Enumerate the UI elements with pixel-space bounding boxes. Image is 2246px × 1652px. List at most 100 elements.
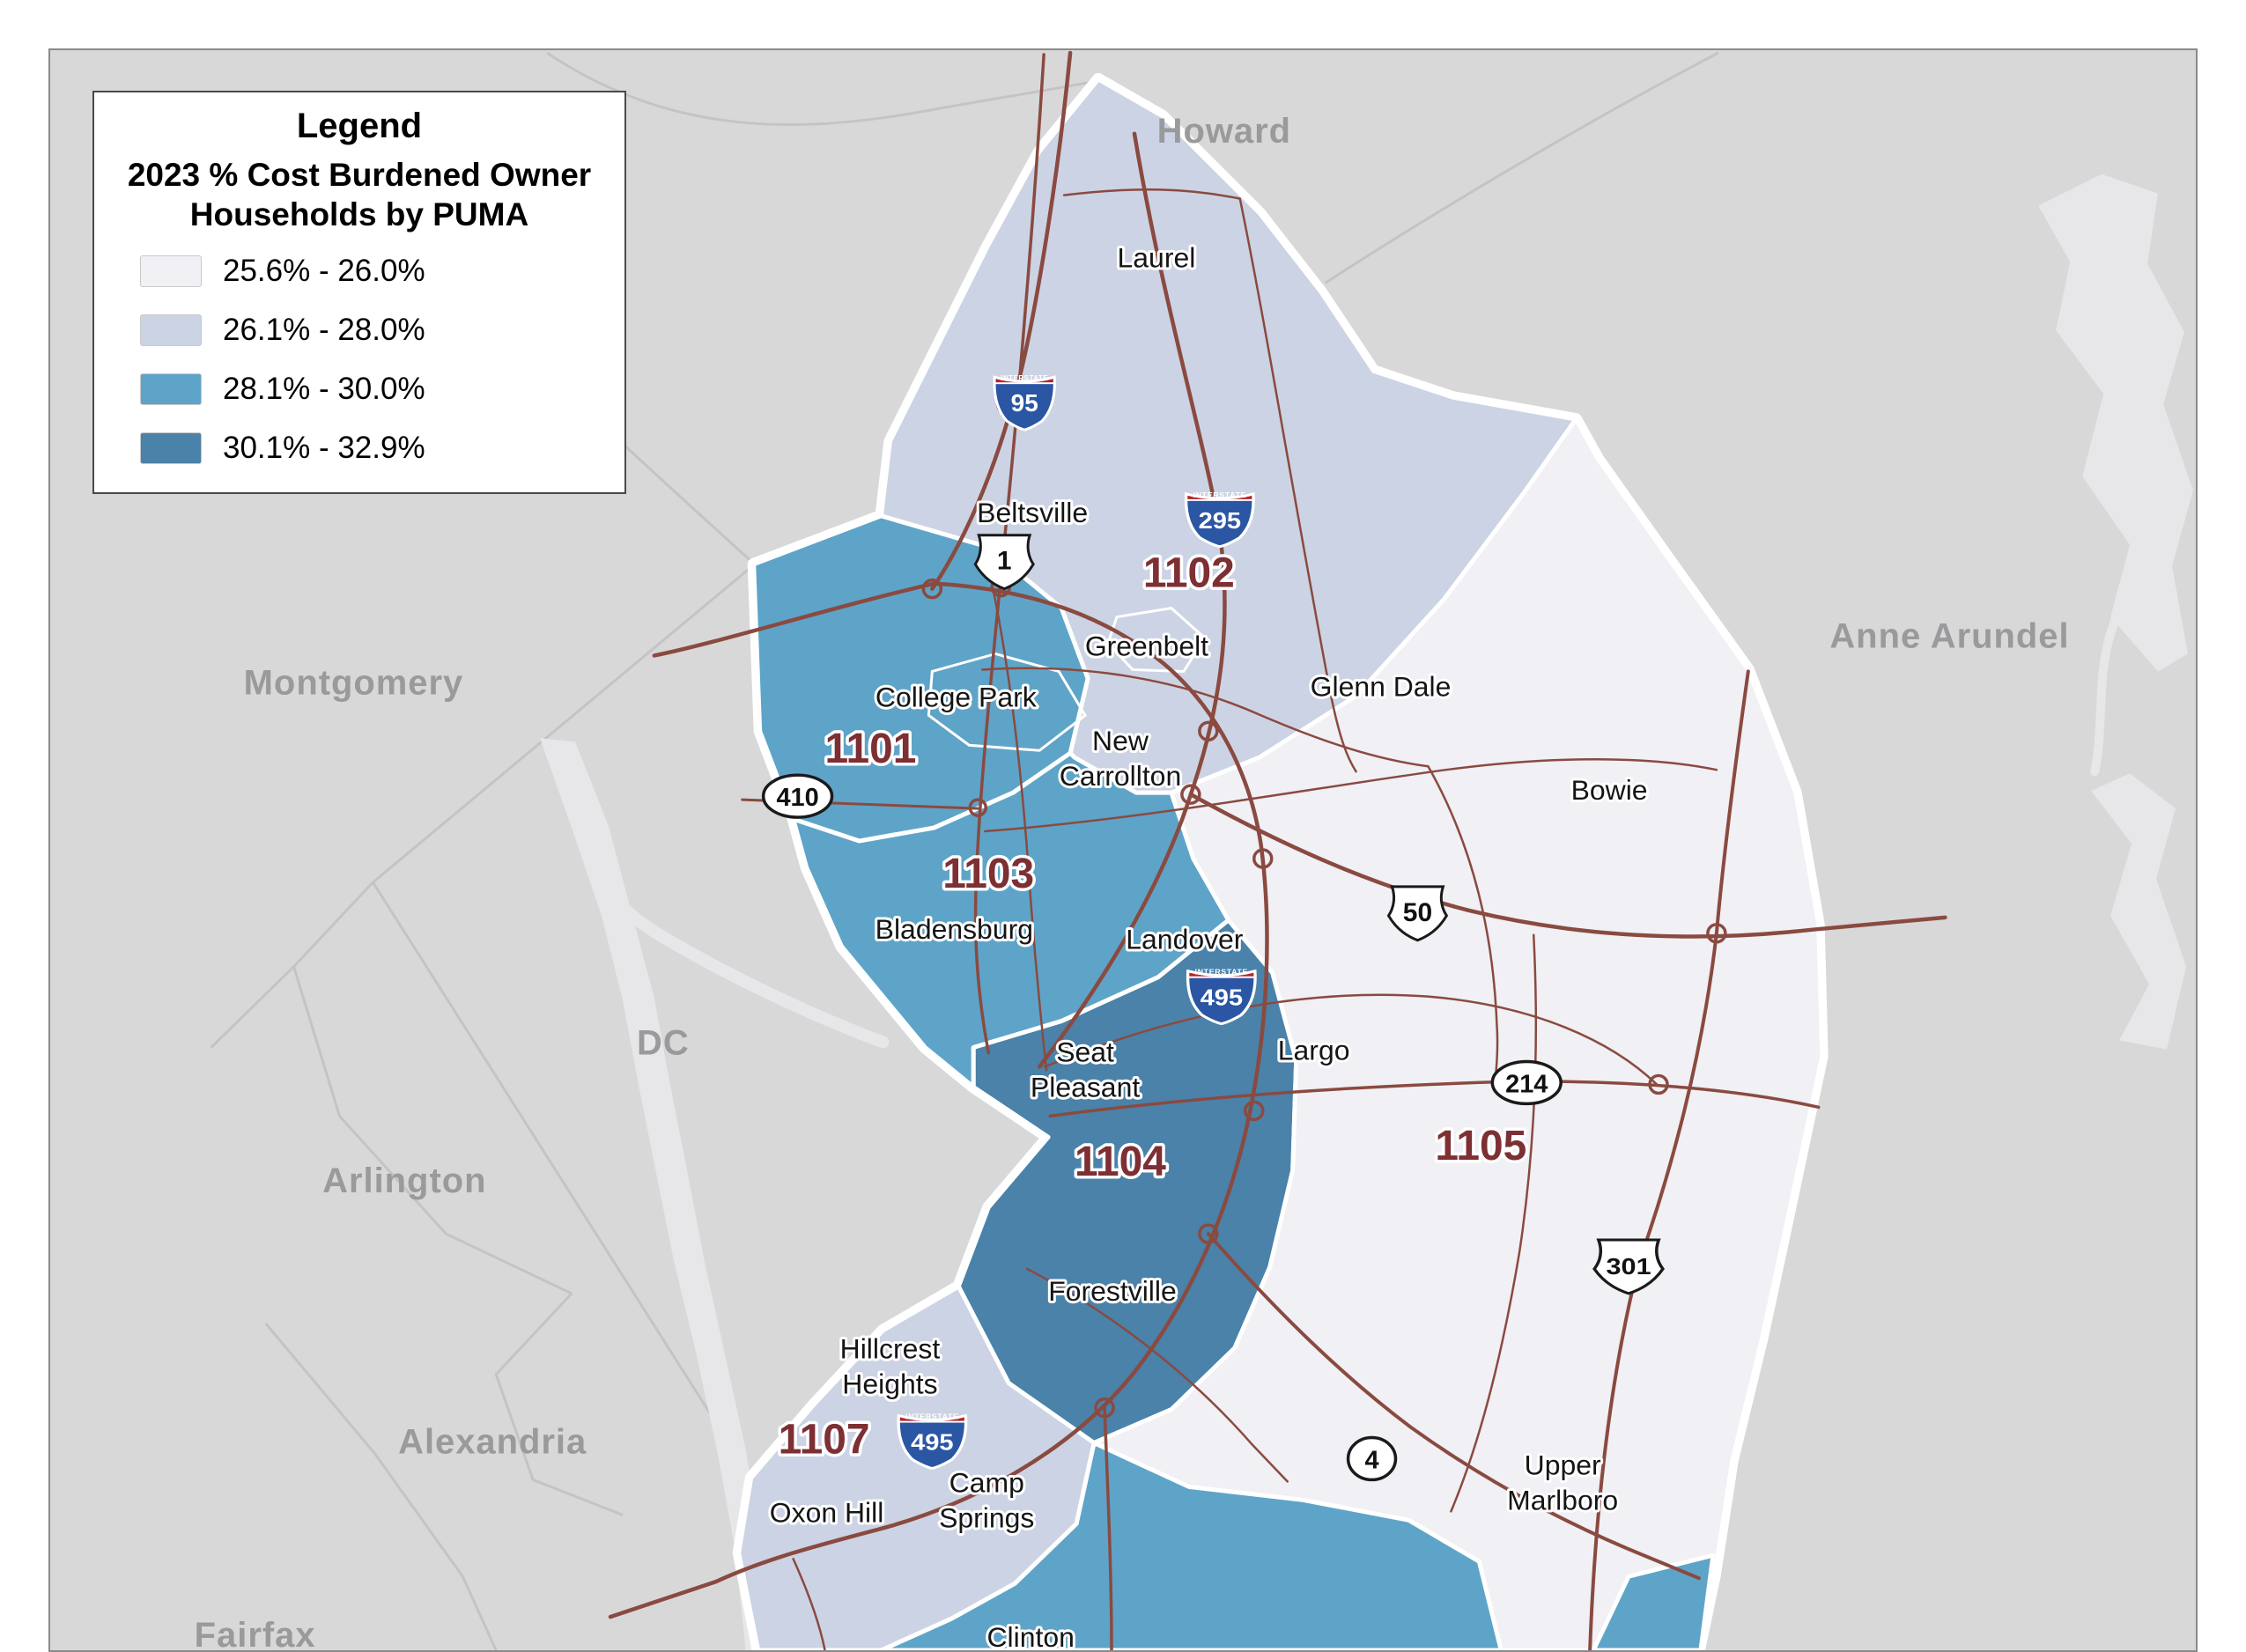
place-label-beltsville: Beltsville — [977, 497, 1088, 528]
place-label-bowie: Bowie — [1571, 774, 1648, 806]
place-label-hillcrest-heights: Hillcrest Heights — [840, 1333, 941, 1400]
svg-text:495: 495 — [911, 1429, 954, 1455]
legend-swatch-class1 — [140, 255, 202, 288]
place-label-landover: Landover — [1126, 924, 1244, 955]
map-canvas: INTERSTATE 95 INTERSTATE 295 1 INTERSTATE 495 5… — [195, 50, 2194, 1650]
road-md197 — [1238, 197, 1357, 773]
svg-text:50: 50 — [1403, 898, 1432, 927]
neighbor-label-fairfax: Fairfax — [195, 1616, 316, 1650]
shield-interstate-95: INTERSTATE 95 — [993, 374, 1056, 431]
legend-swatch-class4 — [140, 432, 202, 465]
puma-label-1101: 1101 — [825, 726, 917, 772]
road-md202 — [1043, 993, 1659, 1086]
anacostia-river — [589, 870, 890, 1049]
shield-state-214: 214 — [1490, 1059, 1563, 1106]
legend-label-class3: 28.1% - 30.0% — [223, 372, 425, 407]
map-frame: INTERSTATE 95 INTERSTATE 295 1 INTERSTATE 495 5… — [48, 48, 2198, 1652]
neighbor-label-howard: Howard — [1157, 112, 1291, 151]
place-label-camp-springs: Camp Springs — [939, 1466, 1034, 1533]
place-label-seat-pleasant: Seat Pleasant — [1031, 1036, 1140, 1103]
map-labels: Howard Anne Arundel Montgomery DC Arlington A… — [195, 112, 2069, 1650]
patuxent-creek — [2090, 614, 2121, 777]
potomac-river — [540, 738, 779, 1650]
svg-text:INTERSTATE: INTERSTATE — [905, 1412, 958, 1420]
legend-subtitle-line2: Households by PUMA — [189, 196, 529, 233]
puma-label-1102: 1102 — [1143, 550, 1235, 597]
road-md198 — [1062, 188, 1242, 200]
neighbor-label-montgomery: Montgomery — [244, 663, 463, 702]
puma-label-1107: 1107 — [779, 1417, 870, 1464]
place-label-greenbelt: Greenbelt — [1085, 630, 1208, 661]
legend-swatch-class2 — [140, 314, 202, 347]
place-label-bladensburg: Bladensburg — [875, 913, 1033, 945]
place-label-college-park: College Park — [875, 681, 1037, 712]
place-label-forestville: Forestville — [1048, 1275, 1177, 1307]
puma-region-1107 — [736, 1284, 1097, 1650]
legend-item: 25.6% - 26.0% — [140, 254, 607, 289]
svg-text:1: 1 — [997, 547, 1012, 576]
legend: Legend 2023 % Cost Burdened Owner Househ… — [92, 91, 626, 495]
road-md210 — [792, 1557, 826, 1650]
roads — [608, 50, 1947, 1650]
legend-items: 25.6% - 26.0% 26.1% - 28.0% 28.1% - 30.0… — [112, 254, 607, 466]
road-md5 — [1103, 1405, 1113, 1650]
road-us301-north — [1714, 669, 1750, 935]
neighbor-label-anne-arundel: Anne Arundel — [1829, 617, 2069, 656]
road-local-1105-1 — [1450, 933, 1538, 1513]
svg-text:95: 95 — [1011, 389, 1038, 417]
water-features — [540, 173, 2194, 1650]
svg-text:INTERSTATE: INTERSTATE — [1001, 374, 1048, 382]
legend-item: 26.1% - 28.0% — [140, 313, 607, 348]
svg-text:295: 295 — [1199, 507, 1242, 533]
puma-region-1106-se — [1591, 1552, 1716, 1650]
road-md201 — [992, 591, 1048, 1072]
legend-subtitle: 2023 % Cost Burdened Owner Households by… — [112, 155, 607, 234]
svg-text:4: 4 — [1364, 1446, 1378, 1474]
shield-state-410: 410 — [761, 773, 834, 819]
puma-label-1103: 1103 — [942, 851, 1034, 897]
road-local-1105-2 — [1427, 764, 1499, 1084]
neighbor-label-arlington: Arlington — [322, 1162, 486, 1200]
shield-interstate-295: INTERSTATE 295 — [1184, 490, 1255, 549]
legend-item: 30.1% - 32.9% — [140, 431, 607, 466]
svg-text:495: 495 — [1201, 985, 1244, 1010]
neighbor-label-dc: DC — [637, 1023, 690, 1062]
svg-text:410: 410 — [776, 784, 818, 812]
puma-label-1105: 1105 — [1435, 1123, 1526, 1169]
puma-label-1104: 1104 — [1075, 1139, 1166, 1185]
place-label-laurel: Laurel — [1118, 241, 1196, 273]
road-us50 — [1188, 792, 1947, 939]
road-md4 — [1206, 1232, 1701, 1581]
svg-text:INTERSTATE: INTERSTATE — [1193, 490, 1246, 498]
legend-label-class4: 30.1% - 32.9% — [223, 431, 425, 466]
place-label-clinton: Clinton — [986, 1621, 1074, 1650]
road-bw-parkway-295 — [1037, 131, 1227, 1069]
road-md214 — [1048, 1080, 1821, 1118]
shield-us-1: 1 — [973, 534, 1035, 591]
legend-label-class1: 25.6% - 26.0% — [223, 254, 425, 289]
shield-us-50: 50 — [1386, 885, 1449, 942]
svg-text:301: 301 — [1607, 1254, 1651, 1280]
patuxent-estuary — [2038, 173, 2194, 672]
place-label-oxon-hill: Oxon Hill — [770, 1496, 884, 1528]
shield-state-4: 4 — [1346, 1435, 1398, 1482]
legend-swatch-class3 — [140, 373, 202, 406]
legend-subtitle-line1: 2023 % Cost Burdened Owner — [127, 157, 592, 193]
patuxent-estuary-2 — [2091, 773, 2187, 1050]
road-suitland-parkway — [1025, 1267, 1289, 1483]
neighbor-label-alexandria: Alexandria — [398, 1423, 587, 1462]
shield-us-301: 301 — [1592, 1238, 1666, 1295]
road-md450 — [984, 757, 1718, 833]
legend-item: 28.1% - 30.0% — [140, 372, 607, 407]
svg-text:214: 214 — [1505, 1070, 1548, 1098]
legend-label-class2: 26.1% - 28.0% — [223, 313, 425, 348]
place-label-largo: Largo — [1278, 1034, 1350, 1066]
legend-title: Legend — [296, 107, 423, 145]
svg-text:INTERSTATE: INTERSTATE — [1195, 968, 1248, 976]
road-us1 — [973, 53, 1045, 1055]
puma-regions — [736, 77, 1825, 1650]
neighbor-boundaries — [210, 51, 1719, 1650]
road-i495-beltway — [608, 581, 1269, 1619]
place-label-upper-marlboro: Upper Marlboro — [1507, 1449, 1618, 1516]
road-md193 — [981, 667, 1430, 768]
